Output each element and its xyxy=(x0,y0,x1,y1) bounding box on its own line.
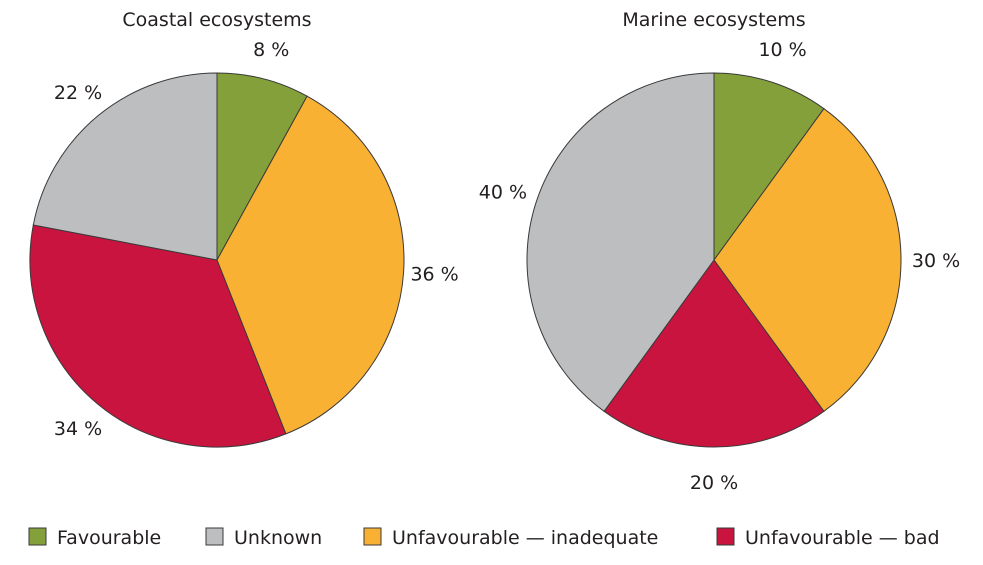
legend-swatch-unknown xyxy=(205,527,224,546)
legend-item-unfavourable-inadequate: Unfavourable — inadequate xyxy=(363,527,658,549)
legend-label-unfavourable-bad: Unfavourable — bad xyxy=(745,527,940,549)
marine-label-unknown: 40 % xyxy=(479,181,527,203)
legend-swatch-favourable xyxy=(28,527,47,546)
coastal-label-unfavourable-bad: 34 % xyxy=(54,418,102,440)
marine-slice-favourable xyxy=(713,72,825,262)
coastal-label-unknown: 22 % xyxy=(54,82,102,104)
marine-slices xyxy=(526,72,902,448)
marine-data-labels: 10 % 30 % 20 % 40 % xyxy=(479,39,960,494)
coastal-data-labels: 8 % 36 % 34 % 22 % xyxy=(54,39,459,440)
coastal-slices xyxy=(29,72,405,448)
coastal-label-favourable: 8 % xyxy=(253,39,289,61)
coastal-slice-unknown xyxy=(32,72,218,261)
marine-label-unfavourable-bad: 20 % xyxy=(690,472,738,494)
coastal-slice-unfavourable-inadequate xyxy=(216,95,405,435)
marine-slice-unknown xyxy=(526,72,715,412)
legend-item-unfavourable-bad: Unfavourable — bad xyxy=(716,527,940,549)
legend-label-favourable: Favourable xyxy=(57,527,161,549)
marine-chart-title: Marine ecosystems xyxy=(622,9,805,31)
legend: Favourable Unknown Unfavourable — inadeq… xyxy=(28,527,940,549)
coastal-pie-chart: Coastal ecosystems 8 % 36 % 34 % 22 % xyxy=(29,9,459,448)
coastal-chart-title: Coastal ecosystems xyxy=(122,9,311,31)
coastal-label-unfavourable-inadequate: 36 % xyxy=(410,264,458,286)
marine-label-unfavourable-inadequate: 30 % xyxy=(912,250,960,272)
marine-slice-unfavourable-inadequate xyxy=(713,108,902,412)
legend-item-unknown: Unknown xyxy=(205,527,322,549)
coastal-slice-favourable xyxy=(216,72,308,261)
marine-label-favourable: 10 % xyxy=(758,39,806,61)
legend-label-unfavourable-inadequate: Unfavourable — inadequate xyxy=(392,527,658,549)
coastal-slice-unfavourable-bad xyxy=(29,224,287,448)
legend-swatch-unfavourable-inadequate xyxy=(363,527,382,546)
legend-swatch-unfavourable-bad xyxy=(716,527,735,546)
legend-label-unknown: Unknown xyxy=(234,527,322,549)
marine-slice-unfavourable-bad xyxy=(603,259,825,448)
legend-item-favourable: Favourable xyxy=(28,527,161,549)
marine-pie-chart: Marine ecosystems 10 % 30 % 20 % 40 % xyxy=(479,9,960,494)
